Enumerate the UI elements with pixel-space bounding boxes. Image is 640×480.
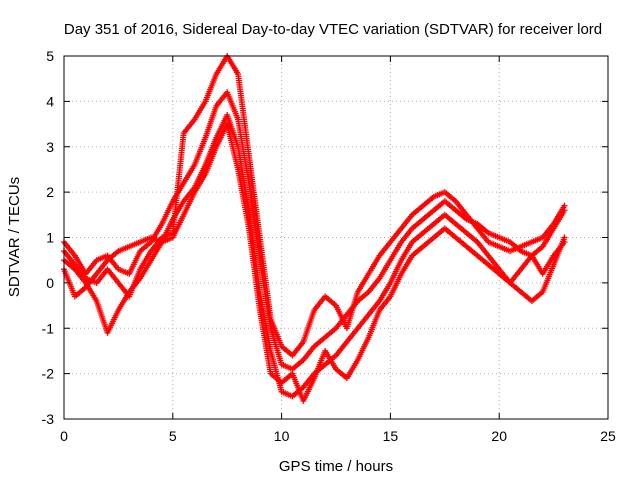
data-points [61, 53, 568, 404]
data-point [561, 202, 568, 209]
